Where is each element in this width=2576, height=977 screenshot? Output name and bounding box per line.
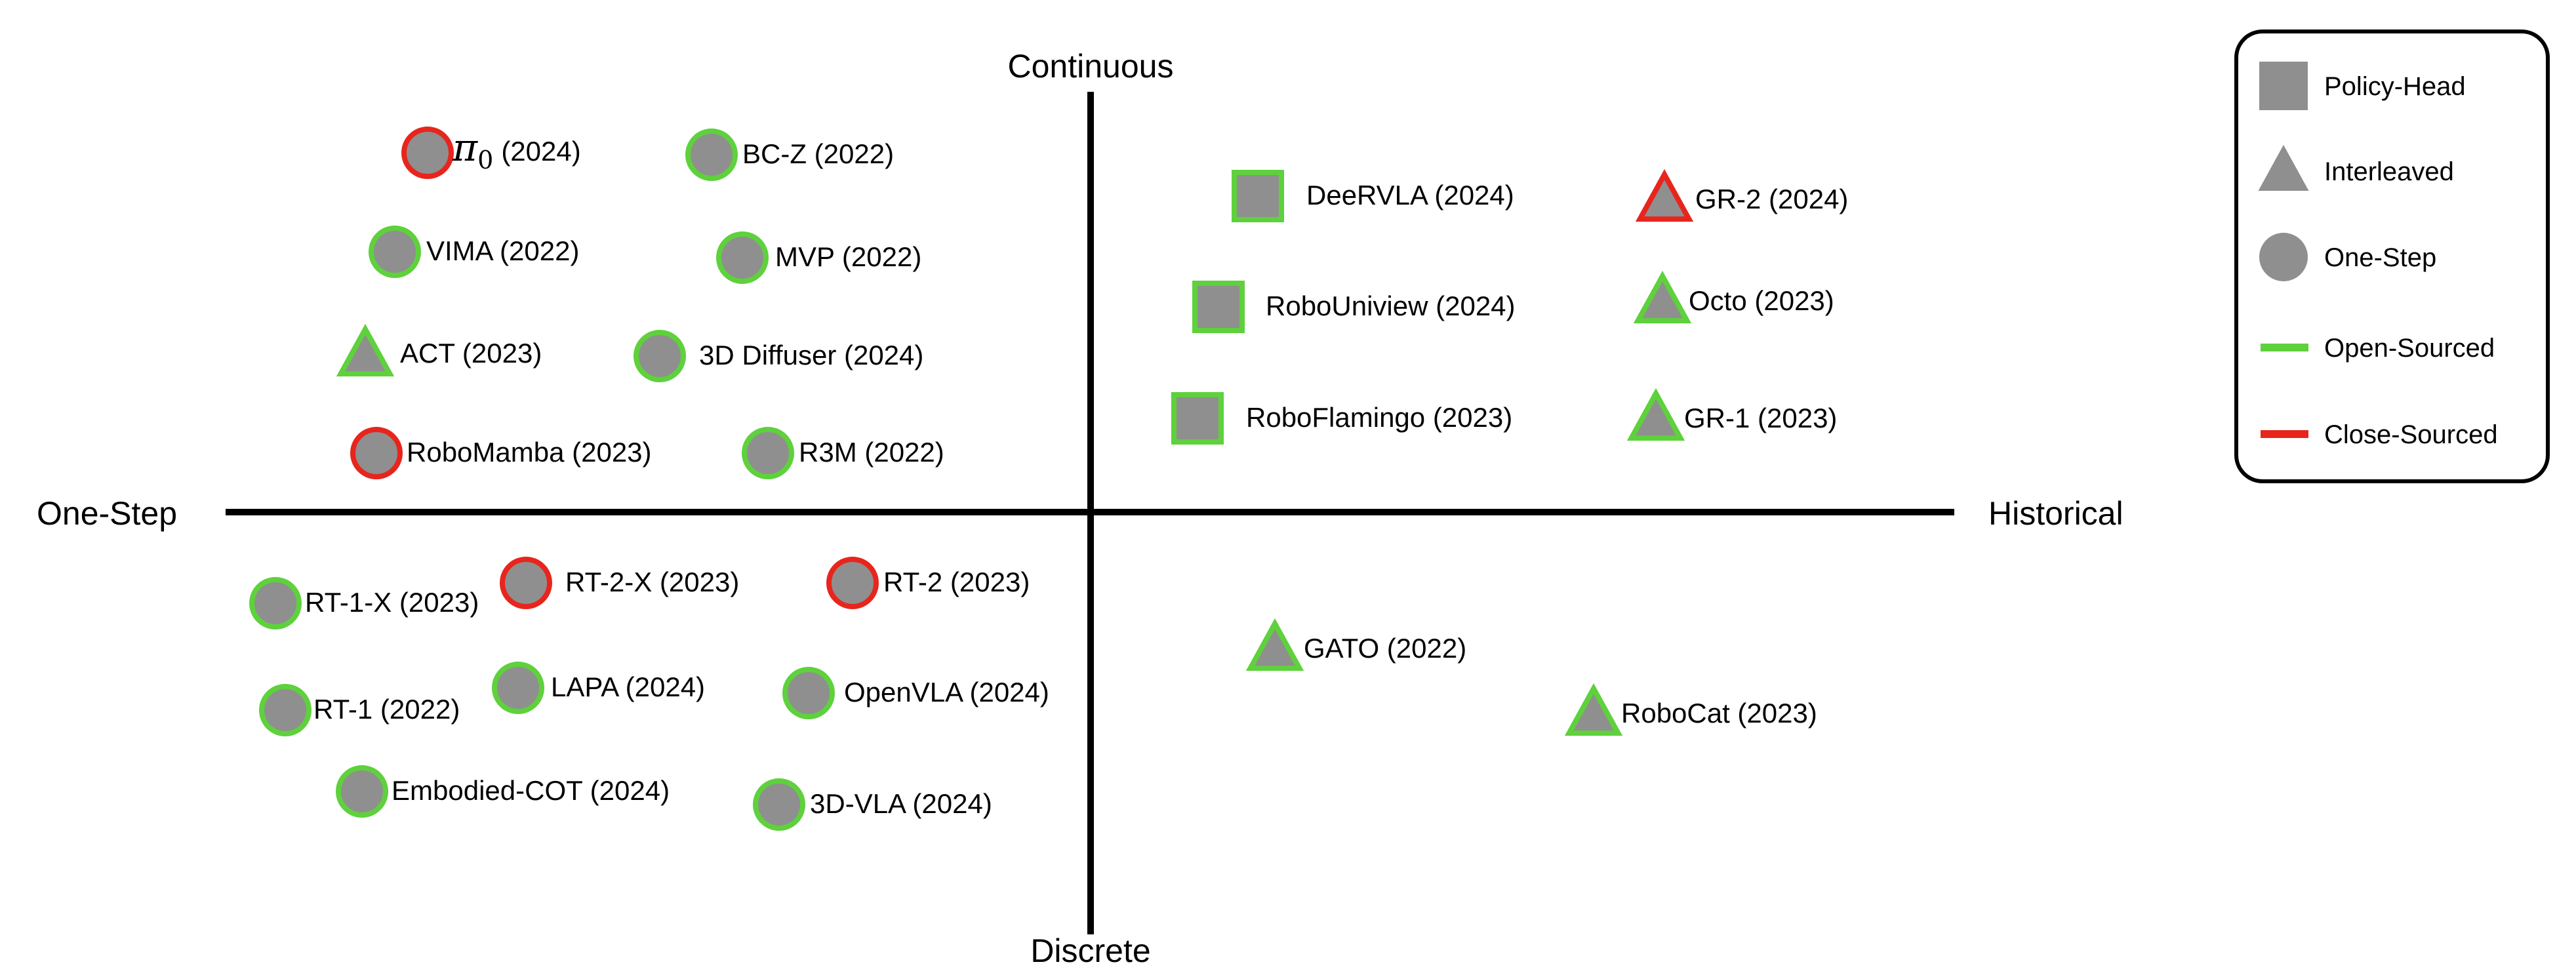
triangle-marker [1633,270,1692,324]
legend-box [2234,30,2550,483]
model-r3m: R3M (2022) [742,427,944,479]
model-label: 3D-VLA (2024) [810,788,992,819]
triangle-marker [336,323,395,377]
model-label: DeeRVLA (2024) [1306,180,1514,210]
model-label: π0 (2024) [452,125,581,174]
model-roboflamingo: RoboFlamingo (2023) [1171,392,1512,445]
axis-label-bottom: Discrete [1030,932,1150,969]
triangle-marker [1564,683,1623,736]
model-label: RT-2 (2023) [883,567,1030,597]
square-marker [1171,392,1224,445]
model-markers: π0 (2024) BC-Z (2022) VIMA (2022) MVP (2022)… [249,125,1848,831]
circle-marker [634,330,686,382]
axis-label-top: Continuous [1008,48,1174,85]
square-marker [1192,281,1245,333]
model-robomamba: RoboMamba (2023) [350,427,652,479]
model-label: LAPA (2024) [551,671,705,702]
model-label: RoboFlamingo (2023) [1246,402,1512,433]
model-rt2: RT-2 (2023) [826,557,1030,609]
circle-marker [742,427,794,479]
legend-label: Close-Sourced [2324,420,2498,449]
model-label: 3D Diffuser (2024) [699,340,923,370]
model-pi0: π0 (2024) [401,125,581,179]
circle-marker [716,231,769,284]
circle-marker [826,557,879,609]
model-lapa: LAPA (2024) [492,662,705,714]
circle-marker [492,662,544,714]
model-vima: VIMA (2022) [369,226,579,278]
triangle-marker [1245,618,1304,671]
model-label: GR-2 (2024) [1695,184,1848,214]
legend-label: Open-Sourced [2324,334,2495,363]
model-gr2: GR-2 (2024) [1635,169,1848,222]
circle-marker [369,226,421,278]
model-mvp: MVP (2022) [716,231,921,284]
model-rt1: RT-1 (2022) [259,684,460,736]
triangle-marker [1626,388,1685,441]
model-label: RoboUniview (2024) [1266,290,1516,321]
model-label: RT-1 (2022) [313,694,460,725]
circle-marker [259,684,312,736]
circle-marker [336,765,388,818]
model-rt1x: RT-1-X (2023) [249,577,479,629]
axes-group: Continuous Discrete One-Step Historical [37,48,2123,969]
model-label: RT-1-X (2023) [305,587,479,618]
legend: Policy-Head Interleaved One-Step Open-Sourc… [2234,30,2550,483]
triangle-swatch [2258,145,2309,191]
model-label: ACT (2023) [400,338,542,369]
model-bcz: BC-Z (2022) [685,129,894,181]
axis-label-left: One-Step [37,495,177,532]
model-openvla: OpenVLA (2024) [782,667,1049,719]
model-rt2x: RT-2-X (2023) [500,557,739,609]
legend-item-interleaved: Interleaved [2258,145,2454,191]
axis-label-right: Historical [1988,495,2123,532]
model-label: Octo (2023) [1689,285,1834,316]
legend-label: Policy-Head [2324,72,2466,101]
legend-item-close-sourced: Close-Sourced [2261,420,2498,449]
model-label: GR-1 (2023) [1684,403,1837,433]
model-3ddiffuser: 3D Diffuser (2024) [634,330,923,382]
model-act: ACT (2023) [336,323,542,377]
model-label: RT-2-X (2023) [565,567,739,597]
model-octo: Octo (2023) [1633,270,1834,324]
circle-marker [249,577,302,629]
legend-item-open-sourced: Open-Sourced [2261,334,2495,363]
model-robouniview: RoboUniview (2024) [1192,281,1516,333]
model-3dvla: 3D-VLA (2024) [753,778,992,831]
circle-swatch [2259,233,2308,281]
model-label: RoboCat (2023) [1621,698,1817,728]
triangle-marker [1635,169,1694,222]
model-label: GATO (2022) [1304,633,1466,664]
model-label: RoboMamba (2023) [407,437,652,468]
model-label: VIMA (2022) [426,235,579,266]
model-robocat: RoboCat (2023) [1564,683,1817,736]
legend-label: One-Step [2324,243,2436,272]
model-label: Embodied-COT (2024) [392,775,670,806]
square-marker [1232,170,1284,222]
circle-marker [782,667,835,719]
model-label: R3M (2022) [799,437,944,468]
model-label: MVP (2022) [775,241,921,272]
model-label: BC-Z (2022) [742,138,894,169]
model-label: OpenVLA (2024) [844,677,1049,708]
model-embodiedcot: Embodied-COT (2024) [336,765,670,818]
legend-item-policy-head: Policy-Head [2259,62,2466,110]
model-deervla: DeeRVLA (2024) [1232,170,1514,222]
model-gr1: GR-1 (2023) [1626,388,1837,441]
legend-item-one-step: One-Step [2259,233,2436,281]
circle-marker [500,557,552,609]
circle-marker [753,778,805,831]
circle-marker [350,427,403,479]
model-gato: GATO (2022) [1245,618,1466,671]
circle-marker [401,127,454,179]
legend-label: Interleaved [2324,157,2454,186]
circle-marker [685,129,738,181]
square-swatch [2259,62,2308,110]
